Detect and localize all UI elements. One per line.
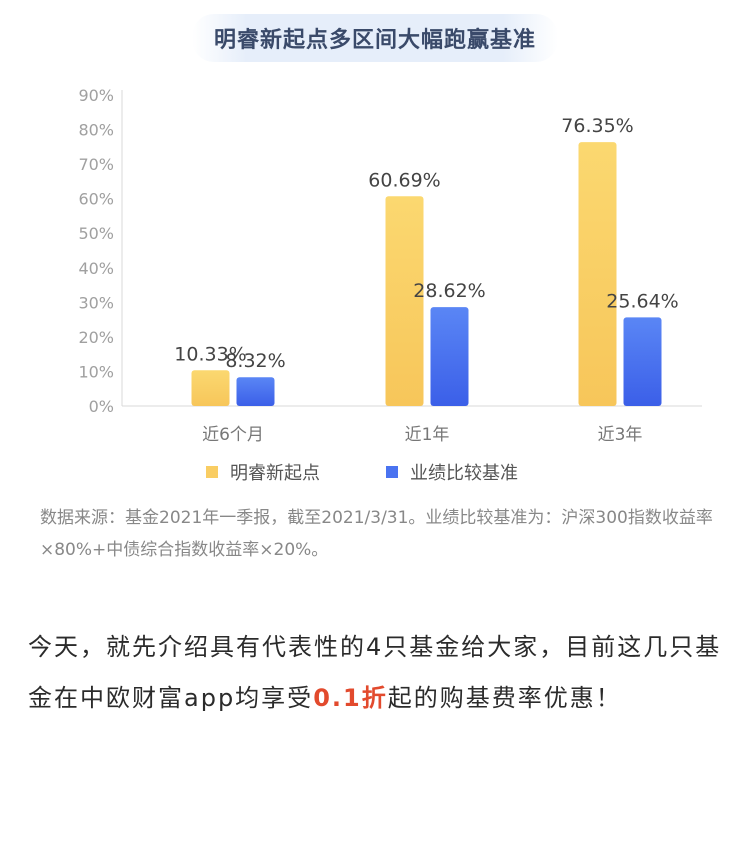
y-tick-label: 30% xyxy=(78,293,114,312)
bar-value-label: 10.33% xyxy=(174,343,246,365)
body-text-part2: 起的购基费率优惠！ xyxy=(387,684,622,712)
body-paragraph: 今天，就先介绍具有代表性的4只基金给大家，目前这几只基金在中欧财富app均享受0… xyxy=(28,622,728,724)
x-category-label: 近6个月 xyxy=(202,425,264,445)
x-category-label: 近3年 xyxy=(598,425,643,445)
bar-chart: 0% 10% 20% 30% 40% 50% 60% 70% 80% 90% 10.33%8.32%… xyxy=(78,86,702,445)
bar-benchmark xyxy=(430,307,469,406)
bar-value-label: 25.64% xyxy=(606,290,678,312)
y-tick-label: 80% xyxy=(78,121,114,140)
chart-title: 明睿新起点多区间大幅跑赢基准 xyxy=(191,14,558,62)
bar-fund xyxy=(385,196,424,406)
legend-item-fund: 明睿新起点 xyxy=(206,459,320,485)
bar-value-label: 60.69% xyxy=(368,169,440,191)
data-source-note: 数据来源：基金2021年一季报，截至2021/3/31。业绩比较基准为：沪深30… xyxy=(40,508,713,560)
bar-benchmark xyxy=(623,317,662,406)
legend-item-benchmark: 业绩比较基准 xyxy=(386,459,518,485)
discount-highlight: 0.1折 xyxy=(313,684,388,712)
bar-fund xyxy=(578,142,617,406)
y-tick-label: 20% xyxy=(78,328,114,347)
legend-label-benchmark: 业绩比较基准 xyxy=(410,463,518,484)
legend-swatch-benchmark xyxy=(386,466,398,478)
y-tick-label: 70% xyxy=(78,155,114,174)
chart-legend: 明睿新起点 业绩比较基准 xyxy=(0,459,750,485)
y-tick-label: 60% xyxy=(78,190,114,209)
bar-value-label: 28.62% xyxy=(413,280,485,302)
legend-swatch-fund xyxy=(206,466,218,478)
chart-title-wrap: 明睿新起点多区间大幅跑赢基准 xyxy=(0,14,750,62)
y-tick-label: 10% xyxy=(78,362,114,381)
y-tick-label: 50% xyxy=(78,224,114,243)
x-category-label: 近1年 xyxy=(405,425,450,445)
bar-fund xyxy=(191,370,230,406)
y-tick-label: 90% xyxy=(78,86,114,105)
legend-label-fund: 明睿新起点 xyxy=(230,463,320,484)
body-text-part1: 今天，就先介绍具有代表性的4只基金给大家，目前这几只基金在中欧财富app均享受 xyxy=(28,633,722,712)
y-tick-label: 40% xyxy=(78,259,114,278)
bar-value-label: 8.32% xyxy=(225,350,285,372)
y-tick-label: 0% xyxy=(89,397,114,416)
bar-value-label: 76.35% xyxy=(561,115,633,137)
bar-benchmark xyxy=(236,377,275,406)
